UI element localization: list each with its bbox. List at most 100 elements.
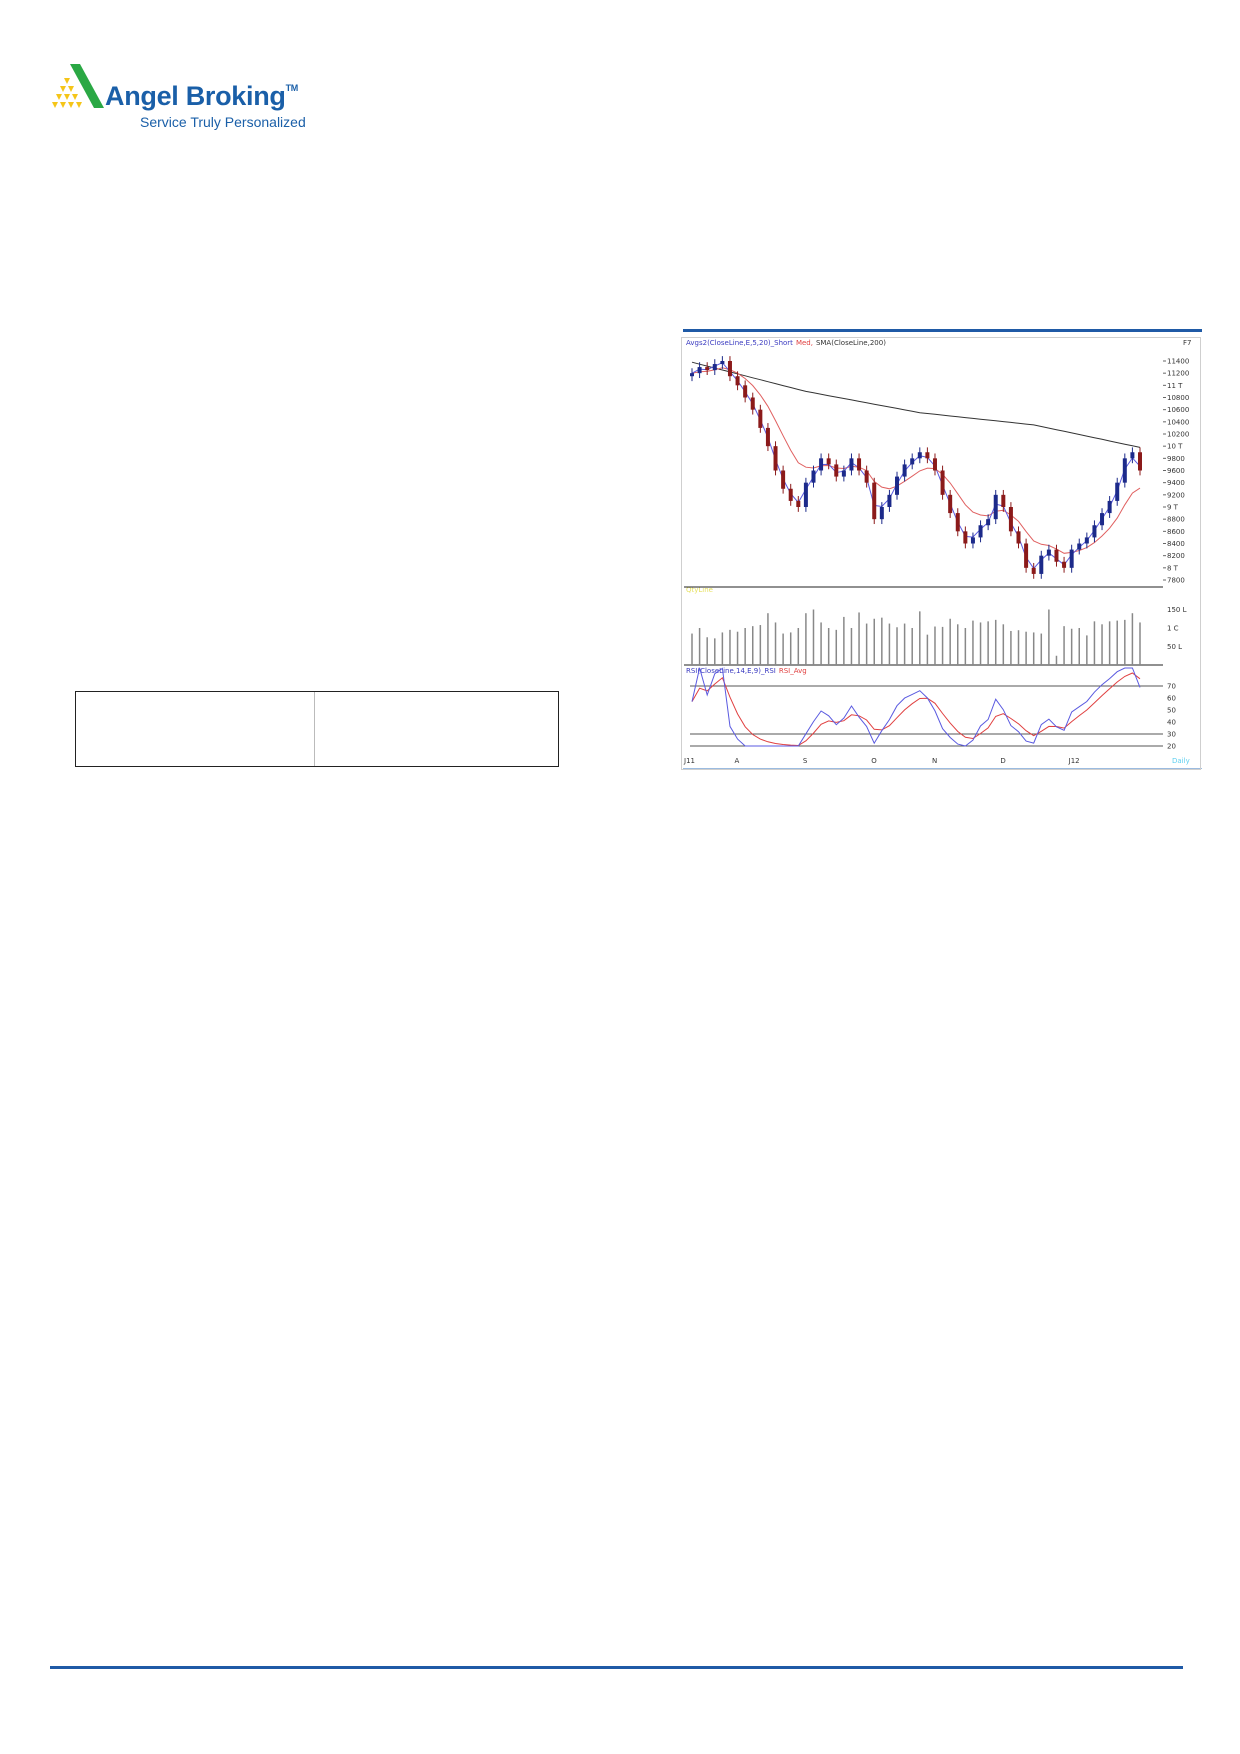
x-tick-label: D [1000, 757, 1005, 765]
rsi-line [691, 667, 1141, 747]
candle-body [819, 458, 824, 471]
candle-body [796, 500, 801, 507]
rsi-tick-label: 50 [1167, 707, 1176, 715]
candle-body [697, 367, 702, 374]
candle-body [765, 427, 770, 447]
candle-body [849, 458, 854, 471]
candle-body [705, 367, 710, 371]
price-tick-label: 8 T [1167, 564, 1179, 572]
candle-body [1100, 513, 1105, 526]
candle-body [887, 494, 892, 507]
rsi-tick-label: 30 [1167, 731, 1176, 739]
rsi-tick-label: 70 [1167, 683, 1176, 691]
price-tick-label: 9 T [1167, 504, 1179, 512]
price-tick-label: 10400 [1167, 418, 1189, 426]
candle-body [1008, 507, 1013, 532]
x-tick-label: J12 [1068, 757, 1080, 765]
rsi-tick-label: 20 [1167, 743, 1176, 751]
x-tick-label: O [871, 757, 877, 765]
candle-body [864, 470, 869, 483]
candle-body [872, 482, 877, 520]
tagline: Service Truly Personalized [140, 114, 306, 130]
candle-body [1107, 500, 1112, 514]
legend-med: Med, [796, 339, 813, 347]
period-label: Daily [1172, 757, 1190, 765]
candle-body [841, 470, 846, 477]
candle-body [1122, 458, 1127, 483]
x-tick-label: S [803, 757, 808, 765]
candle-body [727, 361, 732, 377]
candle-body [1039, 555, 1044, 574]
x-tick-label: J11 [683, 757, 695, 765]
candle-body [1062, 561, 1067, 568]
candle-body [1084, 537, 1089, 544]
candle-body [803, 482, 808, 507]
candle-body [773, 446, 778, 471]
candle-body [902, 464, 907, 477]
price-tick-label: 9200 [1167, 491, 1185, 499]
candle-body [940, 470, 945, 495]
legend-avg: Avgs2(CloseLine,E,5,20)_Short [686, 339, 793, 347]
x-tick-label: N [932, 757, 937, 765]
legend-rsi-avg: RSI_Avg [779, 667, 807, 675]
rsi-tick-label: 60 [1167, 695, 1176, 703]
candle-body [1031, 567, 1036, 574]
price-tick-label: 11200 [1167, 370, 1189, 378]
candle-body [1092, 525, 1097, 538]
footer-rule [50, 1666, 1183, 1669]
price-tick-label: 8200 [1167, 552, 1185, 560]
candle-body [948, 494, 953, 514]
candle-body [986, 519, 991, 526]
angel-logo-icon [52, 64, 104, 108]
info-table [75, 691, 559, 767]
candle-body [690, 373, 694, 377]
candle-body [857, 458, 862, 471]
candle-body [963, 531, 968, 544]
candle-body [834, 464, 839, 477]
candle-body [758, 409, 763, 428]
price-legend: Avgs2(CloseLine,E,5,20)_Short Med, SMA(Clo… [686, 339, 886, 347]
candle-body [1054, 549, 1059, 562]
ema20-line [691, 367, 1141, 554]
price-chart: Avgs2(CloseLine,E,5,20)_Short Med, SMA(Clo… [683, 339, 1191, 765]
price-tick-label: 10600 [1167, 406, 1189, 414]
volume-tick-label: 1 C [1167, 625, 1179, 633]
price-tick-label: 11400 [1167, 358, 1189, 366]
price-tick-label: 7800 [1167, 577, 1185, 585]
candle-body [1138, 452, 1142, 471]
candle-body [970, 537, 975, 544]
candle-body [895, 476, 900, 495]
price-tick-label: 10800 [1167, 394, 1189, 402]
candle-body [1024, 543, 1029, 568]
volume-tick-label: 50 L [1167, 643, 1182, 651]
candle-body [750, 397, 755, 410]
price-tick-label: 8800 [1167, 516, 1185, 524]
brand-text: Angel Broking [105, 81, 286, 111]
chart-frame [681, 337, 1201, 770]
candle-body [910, 458, 915, 465]
candle-body [993, 494, 998, 520]
candle-body [720, 361, 725, 365]
volume-tick-label: 150 L [1167, 606, 1187, 614]
price-tick-label: 8600 [1167, 528, 1185, 536]
table-divider [314, 692, 315, 766]
price-tick-label: 11 T [1167, 382, 1183, 390]
candle-body [1001, 494, 1006, 507]
chart-top-rule [683, 329, 1202, 332]
brand-name: Angel BrokingTM [105, 82, 298, 110]
candle-body [712, 364, 717, 371]
legend-volume: QtyLine [686, 586, 713, 594]
price-tick-label: 10 T [1167, 443, 1183, 451]
chart-bottom-rule [683, 768, 1202, 769]
corner-label: F7 [1183, 339, 1191, 347]
legend-rsi: RSI(CloseLine,14,E,9)_RSI [686, 667, 776, 675]
candle-body [788, 488, 793, 501]
rsi-legend: RSI(CloseLine,14,E,9)_RSI RSI_Avg [686, 667, 807, 675]
candle-body [879, 507, 884, 520]
candle-body [1130, 452, 1135, 459]
sma200-line [691, 361, 1141, 448]
rsi-avg-line [691, 672, 1141, 747]
candle-body [925, 452, 930, 459]
candle-body [826, 458, 831, 465]
